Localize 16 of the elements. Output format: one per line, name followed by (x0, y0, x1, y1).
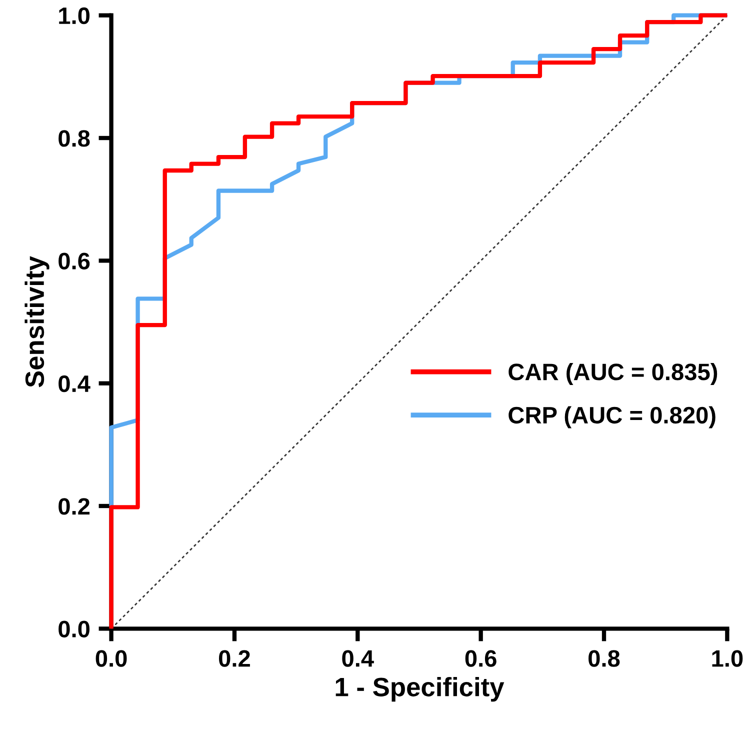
x-tick-label: 0.0 (96, 650, 127, 667)
y-tick-label: 0.0 (58, 620, 90, 638)
y-axis-title: Sensitivity (24, 256, 50, 388)
y-tick-label: 1.0 (59, 7, 90, 24)
legend-label: CRP (AUC = 0.820) (508, 406, 716, 428)
x-tick-label: 0.2 (218, 650, 250, 667)
x-tick-label: 0.4 (342, 650, 374, 667)
y-tick-label: 0.8 (58, 130, 90, 147)
legend-label: CAR (AUC = 0.835) (508, 362, 718, 385)
x-tick-label: 0.8 (588, 650, 620, 667)
x-tick-label: 1.0 (712, 650, 743, 667)
y-tick-label: 0.2 (58, 498, 90, 515)
x-tick-label: 0.6 (465, 650, 496, 667)
y-tick-label: 0.4 (58, 375, 90, 392)
x-axis-title: 1 - Specificity (336, 677, 504, 702)
y-tick-label: 0.6 (58, 252, 90, 270)
